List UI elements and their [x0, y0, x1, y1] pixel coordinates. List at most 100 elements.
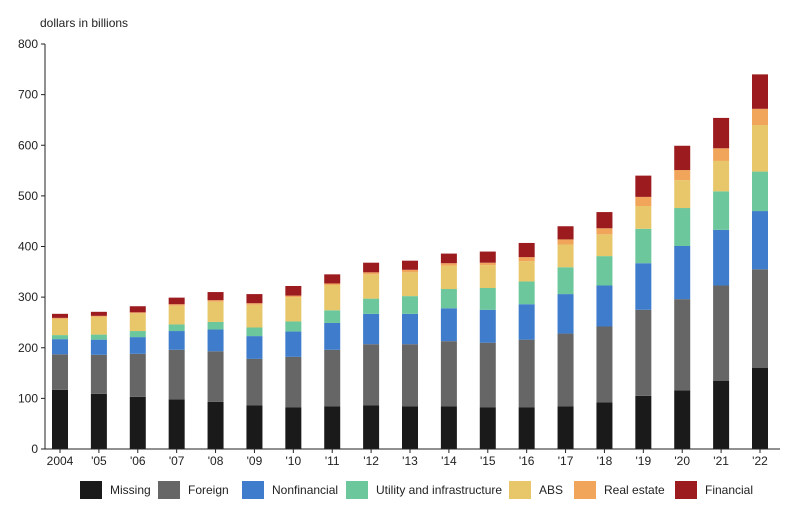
x-tick-label: '19 — [636, 454, 652, 468]
bar-stack-6 — [285, 285, 302, 449]
bar-segment-abs — [90, 316, 107, 335]
bar-segment-nonfinancial — [557, 294, 574, 334]
legend-item-missing: Missing — [80, 480, 151, 500]
bar-segment-nonfinancial — [440, 308, 457, 342]
bar-segment-financial — [129, 306, 146, 313]
bar-segment-nonfinancial — [713, 229, 730, 286]
bar-segment-foreign — [713, 285, 730, 381]
bar-segment-foreign — [52, 354, 68, 390]
x-tick-label: '14 — [441, 454, 457, 468]
bar-segment-nonfinancial — [518, 304, 535, 340]
bar-segment-abs — [479, 265, 496, 289]
bar-segment-nonfinancial — [246, 336, 263, 359]
x-tick-label: '06 — [130, 454, 146, 468]
bar-segment-nonfinancial — [207, 329, 224, 352]
x-tick-label: '12 — [363, 454, 379, 468]
bar-segment-utility-and-infrastructure — [674, 208, 691, 246]
bar-segment-foreign — [285, 356, 302, 408]
bar-segment-financial — [90, 311, 107, 316]
bar-segment-financial — [713, 117, 730, 149]
bar-segment-missing — [363, 405, 380, 449]
bar-segment-financial — [596, 212, 613, 229]
bar-stack-17 — [713, 117, 730, 449]
legend-swatch — [80, 481, 102, 499]
x-tick-label: '16 — [519, 454, 535, 468]
bar-segment-missing — [246, 405, 263, 449]
bar-segment-financial — [285, 285, 302, 296]
bar-segment-abs — [402, 272, 418, 297]
bar-segment-missing — [440, 406, 457, 449]
bar-stack-8 — [363, 262, 380, 449]
bar-segment-nonfinancial — [479, 309, 496, 343]
bar-segment-missing — [168, 399, 185, 449]
bar-segment-utility-and-infrastructure — [635, 228, 652, 264]
bar-segment-abs — [440, 265, 457, 290]
bar-segment-utility-and-infrastructure — [479, 288, 496, 310]
bar-segment-abs — [207, 301, 224, 322]
bar-segment-abs — [635, 206, 652, 229]
bar-segment-financial — [635, 175, 652, 197]
legend-swatch — [574, 481, 596, 499]
bar-segment-utility-and-infrastructure — [129, 331, 146, 338]
y-tick-label: 200 — [18, 341, 38, 355]
y-tick-label: 500 — [18, 189, 38, 203]
bar-segment-financial — [207, 292, 224, 301]
bar-segment-nonfinancial — [363, 313, 380, 345]
bar-segment-financial — [324, 274, 341, 284]
bar-segment-foreign — [129, 353, 146, 397]
bar-segment-missing — [752, 368, 768, 449]
bar-segment-utility-and-infrastructure — [285, 321, 302, 332]
bar-segment-foreign — [479, 342, 496, 408]
x-tick-label: '09 — [247, 454, 263, 468]
x-axis: 2004 '05 '06 '07 '08 '09 '10 '11 '12 '13 '14 '15 '16… — [45, 448, 780, 468]
bar-stack-3 — [168, 297, 185, 449]
bar-segment-nonfinancial — [674, 245, 691, 300]
bar-segment-missing — [90, 393, 107, 449]
legend-label: Missing — [110, 483, 151, 497]
bar-segment-financial — [402, 260, 418, 270]
bar-segment-abs — [518, 261, 535, 282]
bar-stack-13 — [557, 226, 574, 449]
bar-segment-nonfinancial — [285, 331, 302, 357]
bar-segment-real-estate — [518, 257, 535, 262]
bar-segment-utility-and-infrastructure — [518, 281, 535, 305]
bar-segment-utility-and-infrastructure — [324, 310, 341, 323]
bar-segment-nonfinancial — [596, 285, 613, 327]
bar-segment-foreign — [324, 349, 341, 407]
bar-segment-real-estate — [674, 170, 691, 181]
legend-label: ABS — [539, 483, 564, 497]
bar-segment-foreign — [168, 349, 185, 400]
bar-segment-abs — [246, 304, 263, 328]
bar-segment-real-estate — [713, 148, 730, 161]
bar-segment-abs — [129, 313, 146, 332]
bar-segment-real-estate — [129, 312, 146, 314]
bar-segment-abs — [168, 305, 185, 325]
bar-segment-utility-and-infrastructure — [402, 296, 418, 314]
legend-label: Financial — [705, 483, 754, 497]
x-tick-label: '05 — [91, 454, 107, 468]
bar-segment-financial — [363, 262, 380, 273]
legend-swatch — [242, 481, 264, 499]
x-tick-label: '18 — [597, 454, 613, 468]
bar-segment-abs — [596, 234, 613, 257]
legend-item-abs: ABS — [509, 480, 563, 500]
y-tick-label: 0 — [31, 442, 38, 456]
bar-segment-abs — [363, 274, 380, 299]
bar-segment-nonfinancial — [90, 339, 107, 355]
bar-segment-financial — [246, 294, 263, 304]
bar-segment-real-estate — [324, 283, 341, 285]
legend-item-financial: Financial — [675, 480, 753, 500]
bar-segment-real-estate — [52, 317, 68, 319]
bar-segment-foreign — [90, 354, 107, 394]
y-tick-label: 700 — [18, 88, 38, 102]
bar-segment-foreign — [635, 309, 652, 396]
bar-segment-nonfinancial — [52, 339, 68, 355]
bar-stack-11 — [479, 251, 496, 449]
bar-segment-abs — [674, 180, 691, 209]
bar-segment-abs — [557, 244, 574, 268]
bar-segment-utility-and-infrastructure — [207, 321, 224, 330]
x-tick-label: '17 — [558, 454, 574, 468]
bar-segment-financial — [440, 253, 457, 264]
bar-segment-financial — [752, 74, 768, 109]
bar-stack-7 — [324, 274, 341, 449]
